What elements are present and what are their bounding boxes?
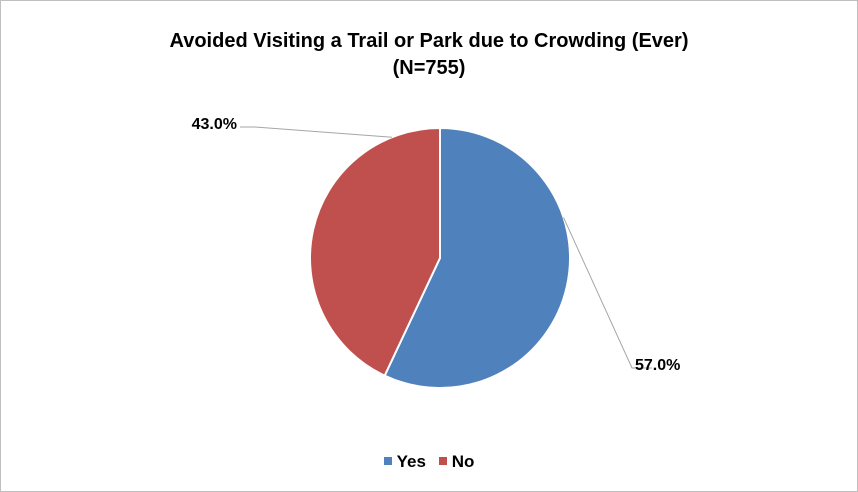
data-label-yes: 57.0%: [635, 357, 680, 374]
legend-swatch-yes: [383, 457, 392, 465]
legend-item-yes: Yes: [383, 452, 426, 472]
chart-title: Avoided Visiting a Trail or Park due to …: [0, 28, 858, 82]
legend-label-no: No: [451, 452, 475, 471]
pie-slices: [309, 126, 571, 389]
pie-slice-yes: [383, 126, 571, 389]
data-labels: 57.0% 43.0%: [192, 116, 681, 374]
chart-subtitle: (N=755): [392, 57, 466, 79]
chart-title-line-1: Avoided Visiting a Trail or Park due to …: [169, 30, 689, 52]
legend-swatch-no: [438, 457, 447, 465]
leader-line-no: [240, 126, 393, 138]
leader-line-yes: [563, 217, 652, 369]
leader-lines: [240, 126, 652, 369]
legend: Yes No: [0, 452, 858, 472]
legend-item-no: No: [438, 452, 475, 472]
pie-slice-no: [309, 126, 441, 377]
data-label-no: 43.0%: [192, 116, 237, 133]
legend-label-yes: Yes: [396, 452, 426, 471]
